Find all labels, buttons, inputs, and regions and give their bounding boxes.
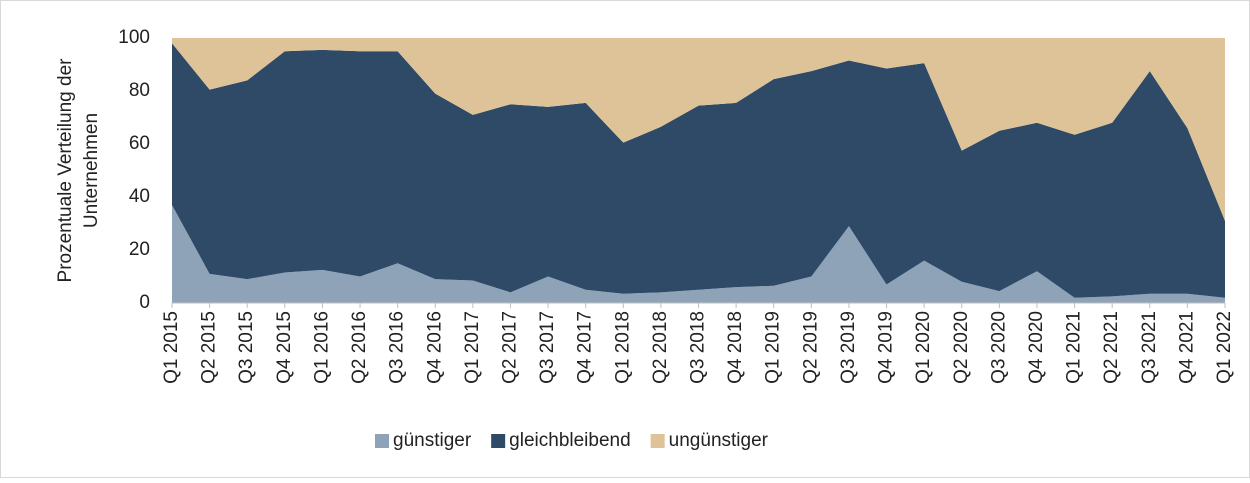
legend-label: ungünstiger [669,430,769,451]
x-tick-label: Q4 2016 [424,311,445,384]
x-tick-label: Q3 2021 [1139,311,1160,384]
x-tick-label: Q4 2015 [274,311,295,384]
legend-swatch [491,434,506,448]
x-tick-label: Q1 2022 [1214,311,1235,384]
x-tick-label: Q1 2021 [1064,311,1085,384]
y-axis-label: Prozentuale Verteilung der [55,58,76,283]
x-tick-label: Q1 2019 [763,311,784,384]
x-tick-label: Q4 2020 [1026,311,1047,384]
y-tick-label: 0 [139,292,150,313]
x-tick-label: Q2 2019 [800,311,821,384]
x-tick-label: Q1 2018 [612,311,633,384]
y-tick-label: 80 [129,80,150,101]
x-tick-label: Q1 2020 [913,311,934,384]
legend-label: günstiger [393,430,472,451]
y-tick-label: 40 [129,186,150,207]
x-tick-label: Q4 2019 [876,311,897,384]
x-tick-label: Q4 2017 [575,311,596,384]
x-tick-label: Q4 2018 [725,311,746,384]
x-tick-label: Q1 2016 [311,311,332,384]
y-tick-label: 100 [118,27,150,48]
area [172,43,1225,298]
x-tick-label: Q1 2015 [161,311,182,384]
x-tick-label: Q3 2020 [988,311,1009,384]
area [172,204,1225,303]
x-tick-label: Q3 2019 [838,311,859,384]
legend-swatch [375,434,389,448]
x-tick-label: Q1 2017 [462,311,483,384]
x-tick-label: Q2 2016 [349,311,370,384]
x-tick-label: Q3 2016 [387,311,408,384]
legend-swatch [650,434,665,448]
area [172,38,1225,221]
x-tick-label: Q4 2021 [1176,311,1197,384]
x-tick-label: Q2 2020 [951,311,972,384]
x-tick-label: Q3 2017 [537,311,558,384]
x-tick-label: Q2 2018 [650,311,671,384]
y-tick-label: 20 [129,239,150,260]
x-tick-label: Q3 2015 [236,311,257,384]
x-tick-label: Q2 2015 [199,311,220,384]
x-tick-label: Q2 2017 [499,311,520,384]
y-tick-label: 60 [129,133,150,154]
x-tick-label: Q3 2018 [688,311,709,384]
y-axis-label: Unternehmen [81,113,102,228]
legend-label: gleichbleibend [509,430,631,451]
x-tick-label: Q2 2021 [1101,311,1122,384]
